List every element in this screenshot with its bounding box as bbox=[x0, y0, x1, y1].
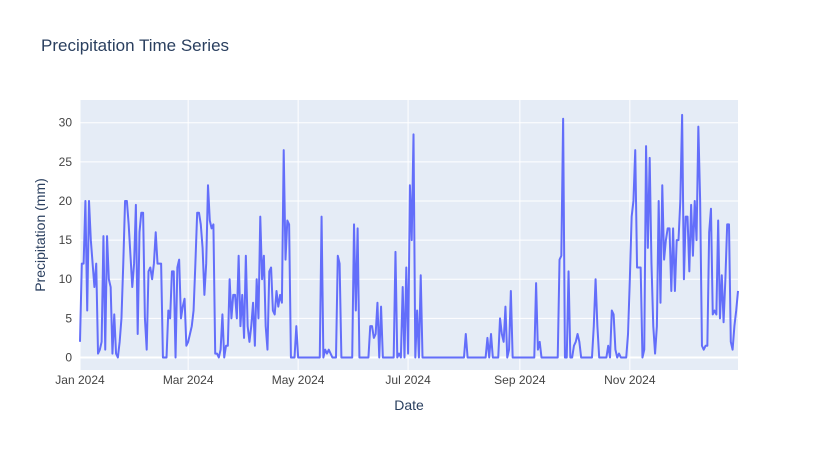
x-tick-label: Mar 2024 bbox=[163, 373, 214, 387]
y-axis-title: Precipitation (mm) bbox=[32, 178, 48, 292]
chart-title: Precipitation Time Series bbox=[41, 36, 229, 55]
x-tick-label: Jul 2024 bbox=[385, 373, 431, 387]
x-tick-label: Nov 2024 bbox=[604, 373, 656, 387]
y-tick-label: 10 bbox=[59, 272, 73, 286]
y-tick-label: 30 bbox=[59, 116, 73, 130]
y-tick-label: 25 bbox=[59, 155, 73, 169]
data-line bbox=[79, 113, 739, 359]
y-tick-label: 15 bbox=[59, 233, 73, 247]
x-tick-label: Sep 2024 bbox=[494, 373, 546, 387]
y-tick-label: 20 bbox=[59, 194, 73, 208]
x-tick-label: Jan 2024 bbox=[55, 373, 105, 387]
y-tick-label: 0 bbox=[65, 350, 72, 364]
x-tick-label: May 2024 bbox=[272, 373, 325, 387]
y-tick-label: 5 bbox=[65, 311, 72, 325]
x-axis-title: Date bbox=[394, 397, 424, 413]
